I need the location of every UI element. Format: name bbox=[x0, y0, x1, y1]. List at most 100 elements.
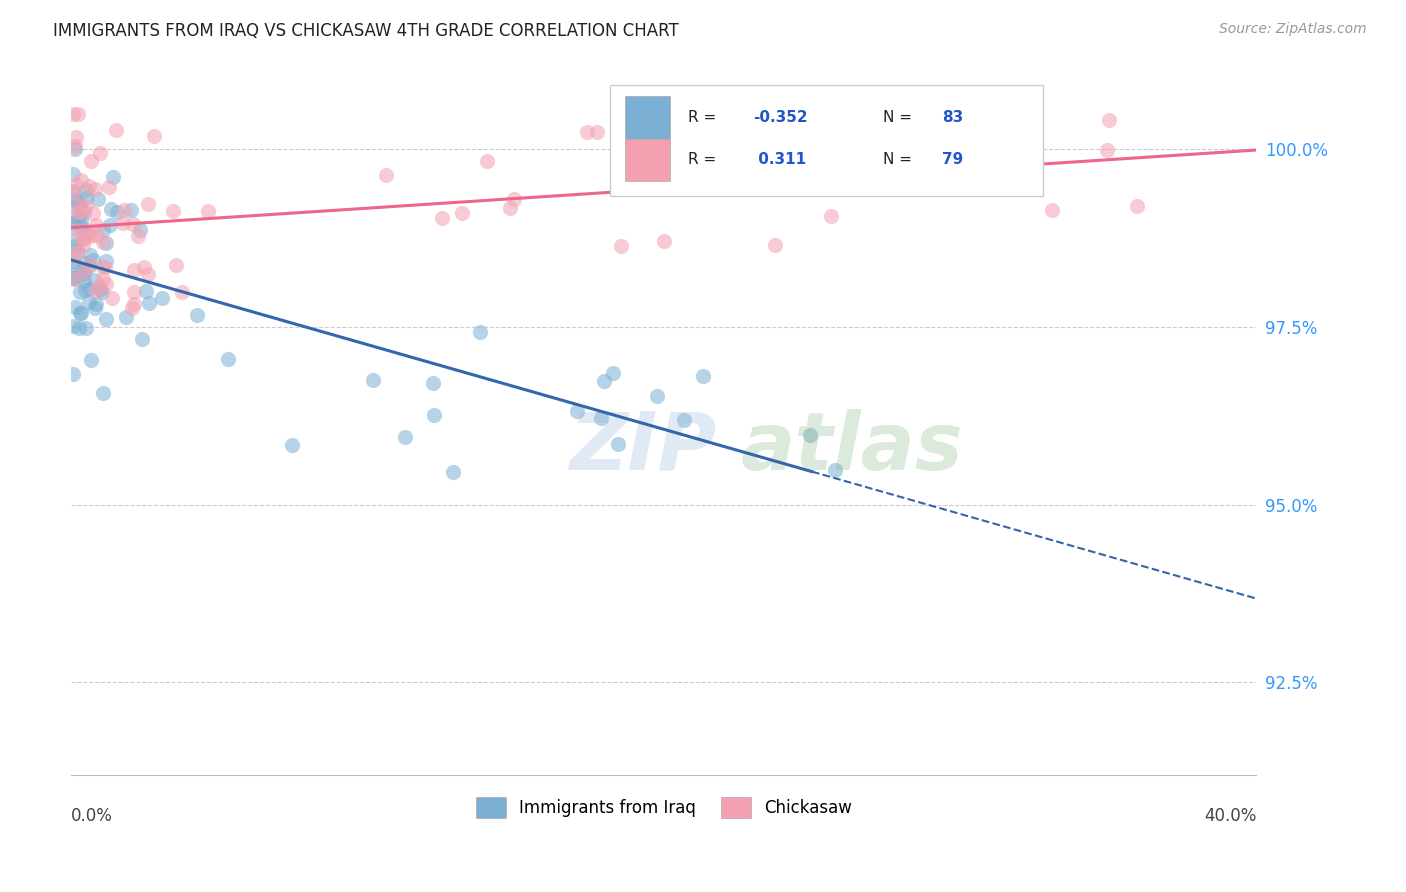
Point bbox=[73, 274, 96, 288]
Point bbox=[115, 310, 138, 325]
Point bbox=[86, 219, 108, 233]
Point bbox=[63, 215, 86, 229]
Point bbox=[62, 184, 84, 198]
Point bbox=[197, 203, 219, 218]
Point bbox=[730, 152, 752, 166]
Point bbox=[63, 238, 86, 252]
Point bbox=[72, 230, 94, 244]
Point bbox=[150, 292, 173, 306]
Point bbox=[84, 301, 107, 315]
Point bbox=[84, 297, 107, 311]
Point bbox=[70, 205, 93, 219]
Point bbox=[62, 258, 84, 272]
Point bbox=[758, 158, 780, 172]
Point bbox=[131, 332, 153, 346]
Point bbox=[394, 430, 416, 444]
Point bbox=[93, 235, 115, 249]
Point bbox=[66, 245, 89, 260]
Point bbox=[67, 196, 90, 211]
Point bbox=[69, 197, 91, 211]
Point bbox=[72, 237, 94, 252]
Point bbox=[120, 202, 142, 217]
Point bbox=[610, 239, 633, 253]
Point bbox=[111, 216, 134, 230]
Point bbox=[792, 142, 814, 156]
Point bbox=[67, 269, 90, 284]
Point bbox=[122, 263, 145, 277]
Point bbox=[73, 232, 96, 246]
Point bbox=[98, 180, 121, 194]
Point bbox=[89, 278, 111, 293]
Point bbox=[576, 125, 599, 139]
Point bbox=[645, 389, 668, 403]
Point bbox=[799, 427, 821, 442]
Point bbox=[65, 194, 87, 208]
Point bbox=[62, 318, 84, 333]
Point bbox=[1040, 203, 1063, 218]
Point bbox=[79, 247, 101, 261]
Point bbox=[132, 260, 155, 274]
Point bbox=[672, 413, 695, 427]
Point bbox=[70, 212, 93, 227]
Point bbox=[75, 283, 97, 297]
Point bbox=[91, 223, 114, 237]
Point bbox=[73, 256, 96, 270]
Point bbox=[83, 273, 105, 287]
Point bbox=[361, 373, 384, 387]
Bar bbox=[624, 96, 669, 138]
Point bbox=[94, 311, 117, 326]
Point bbox=[72, 265, 94, 279]
Point bbox=[98, 218, 121, 232]
Bar bbox=[624, 138, 669, 181]
Point bbox=[62, 271, 84, 285]
Point bbox=[586, 125, 609, 139]
Point bbox=[91, 271, 114, 285]
Point bbox=[1095, 143, 1118, 157]
Point bbox=[62, 250, 84, 264]
Point bbox=[82, 253, 104, 268]
Point bbox=[69, 173, 91, 187]
Point bbox=[77, 294, 100, 309]
Point bbox=[101, 170, 124, 185]
Point bbox=[62, 107, 84, 121]
Point bbox=[65, 300, 87, 314]
Point bbox=[136, 197, 159, 211]
Point bbox=[101, 291, 124, 305]
Point bbox=[1126, 198, 1149, 212]
Point bbox=[112, 202, 135, 217]
Point bbox=[617, 161, 640, 176]
Point bbox=[96, 277, 118, 292]
Point bbox=[824, 462, 846, 476]
Point bbox=[72, 219, 94, 234]
Point bbox=[121, 301, 143, 315]
Point bbox=[83, 182, 105, 196]
Point bbox=[86, 228, 108, 243]
Point bbox=[63, 142, 86, 156]
Point bbox=[124, 297, 146, 311]
Point bbox=[186, 308, 208, 322]
Point bbox=[67, 211, 90, 225]
Point bbox=[80, 229, 103, 244]
Point bbox=[105, 123, 128, 137]
Point bbox=[66, 204, 89, 219]
Point bbox=[75, 191, 97, 205]
Point bbox=[65, 130, 87, 145]
Point bbox=[91, 260, 114, 275]
Text: atlas: atlas bbox=[741, 409, 963, 487]
Point bbox=[77, 281, 100, 295]
Point bbox=[79, 260, 101, 274]
Text: ZIP: ZIP bbox=[569, 409, 717, 487]
Text: 79: 79 bbox=[942, 153, 963, 168]
Point bbox=[62, 167, 84, 181]
Point bbox=[75, 183, 97, 197]
Point bbox=[67, 107, 90, 121]
Point bbox=[89, 145, 111, 160]
Point bbox=[73, 267, 96, 281]
Text: R =: R = bbox=[688, 110, 721, 125]
Point bbox=[80, 353, 103, 368]
Point bbox=[84, 285, 107, 299]
Text: N =: N = bbox=[883, 153, 917, 168]
Point bbox=[75, 199, 97, 213]
Text: 0.0%: 0.0% bbox=[72, 806, 112, 824]
Point bbox=[80, 153, 103, 168]
